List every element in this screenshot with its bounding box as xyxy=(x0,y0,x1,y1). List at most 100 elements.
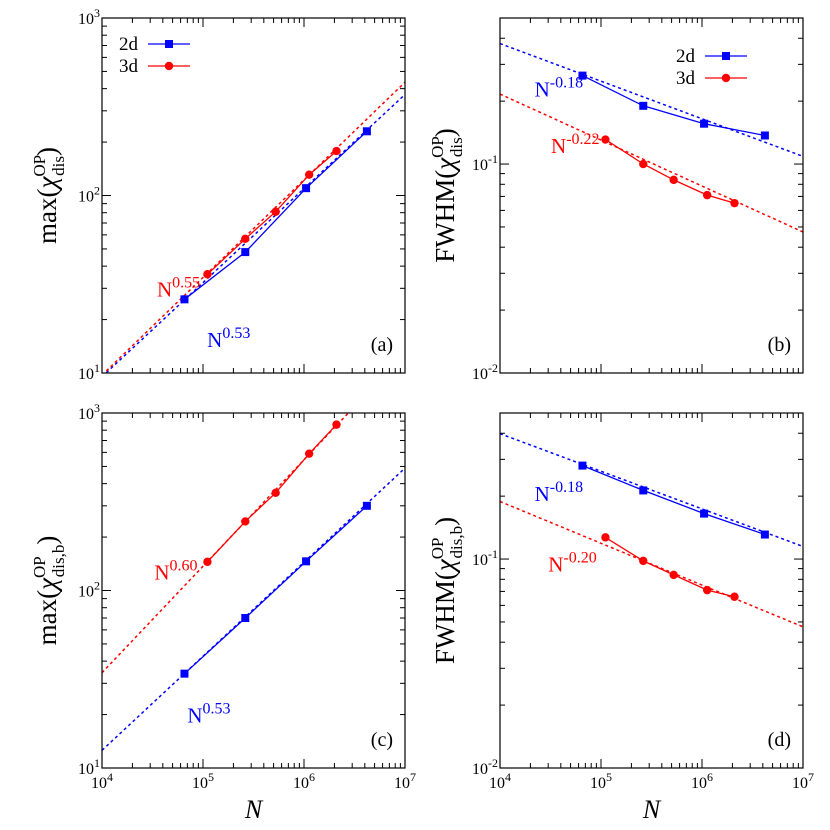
y-axis-label: FWHM(χOPdis,b) xyxy=(428,517,466,664)
data-point xyxy=(271,207,280,216)
fit-annotation: N-0.18 xyxy=(535,75,584,102)
legend-label: 3d xyxy=(676,68,696,89)
plot-frame xyxy=(499,412,804,769)
x-axis-label: N xyxy=(244,795,264,824)
tick-base: 10 xyxy=(78,189,94,206)
series-3d xyxy=(601,533,739,601)
ylabel-suffix: ) xyxy=(430,128,460,137)
data-point xyxy=(639,556,648,566)
y-axis-label: max(χOPdis) xyxy=(30,147,68,244)
data-point xyxy=(639,159,648,169)
x-axis-label: N xyxy=(642,795,662,824)
tick-exponent: 3 xyxy=(94,6,100,20)
data-point xyxy=(578,461,587,470)
tick-base: 10 xyxy=(78,406,94,423)
annotation-base: N xyxy=(548,553,563,577)
data-point xyxy=(669,175,678,185)
annotation-base: N xyxy=(551,134,566,158)
annotation-exponent: -0.20 xyxy=(563,550,596,567)
fit-annotation: N0.53 xyxy=(207,325,250,352)
data-point xyxy=(601,533,610,542)
data-point xyxy=(302,184,311,193)
tick-exponent: 6 xyxy=(309,770,315,784)
ylabel-superscript: OP xyxy=(30,155,49,177)
tick-base: 10 xyxy=(691,775,707,792)
tick-exponent: 7 xyxy=(410,770,416,784)
data-point xyxy=(362,501,371,510)
fit-annotation: N0.55 xyxy=(157,274,200,301)
ylabel-suffix: ) xyxy=(32,536,62,545)
data-point xyxy=(302,557,311,566)
plot-frame xyxy=(101,17,406,374)
data-point xyxy=(702,190,712,200)
ylabel-subscript: dis,b xyxy=(447,526,466,559)
series-3d xyxy=(203,146,341,279)
y-axis-label: max(χOPdis,b) xyxy=(30,536,68,646)
x-tick-label: 105 xyxy=(192,770,214,792)
data-point xyxy=(700,119,709,128)
series-line xyxy=(605,536,735,598)
fit-lines xyxy=(500,432,803,628)
annotation-base: N xyxy=(207,328,222,352)
tick-base: 10 xyxy=(489,775,505,792)
ylabel-prefix: FWHM( xyxy=(430,170,460,263)
annotation-exponent: -0.22 xyxy=(566,131,599,148)
tick-exponent: 5 xyxy=(208,770,214,784)
legend-label: 3d xyxy=(119,56,139,77)
x-tick-label: 107 xyxy=(792,770,814,792)
tick-base: 10 xyxy=(472,761,488,778)
data-point xyxy=(601,135,610,144)
fit-line xyxy=(104,93,405,373)
fit-annotation: N-0.20 xyxy=(548,550,597,577)
tick-exponent: -1 xyxy=(488,547,498,561)
tick-exponent: -2 xyxy=(488,361,498,375)
data-point xyxy=(760,131,769,140)
legend-label: 2d xyxy=(119,34,139,55)
y-tick-label: 10-2 xyxy=(472,756,498,778)
fit-line xyxy=(102,467,405,751)
y-tick-label: 10-1 xyxy=(472,152,498,174)
tick-marks xyxy=(101,412,406,769)
series-line xyxy=(582,464,766,536)
y-axis-label: FWHM(χOPdis) xyxy=(428,128,466,262)
data-point xyxy=(304,449,314,458)
ylabel-superscript: OP xyxy=(30,556,49,578)
data-point xyxy=(639,486,648,495)
ylabel-chi: χ xyxy=(430,558,460,574)
series-line xyxy=(184,505,368,675)
tick-base: 10 xyxy=(472,366,488,383)
x-tick-label: 106 xyxy=(293,770,315,792)
tick-exponent: 7 xyxy=(808,770,814,784)
tick-base: 10 xyxy=(78,584,94,601)
legend-marker xyxy=(721,73,731,83)
fit-annotation: N0.53 xyxy=(187,701,230,728)
tick-base: 10 xyxy=(394,775,410,792)
data-point xyxy=(203,270,212,279)
tick-base: 10 xyxy=(78,761,94,778)
tick-base: 10 xyxy=(78,11,94,28)
data-point xyxy=(332,420,341,429)
tick-marks xyxy=(499,412,804,769)
fit-lines xyxy=(500,42,803,233)
x-tick-label: 106 xyxy=(691,770,713,792)
data-point xyxy=(304,170,314,179)
x-tick-label: 104 xyxy=(91,770,113,792)
tick-exponent: 1 xyxy=(94,756,100,770)
x-tick-label: 104 xyxy=(489,770,511,792)
data-point xyxy=(241,248,250,257)
x-tick-label: 105 xyxy=(590,770,612,792)
series-line xyxy=(184,130,368,300)
ylabel-prefix: FWHM( xyxy=(430,571,460,664)
series-line xyxy=(582,75,766,137)
data-point xyxy=(203,557,212,567)
fit-line xyxy=(103,81,405,373)
series-2d xyxy=(180,501,371,678)
data-point xyxy=(702,585,712,595)
fit-line xyxy=(500,93,803,233)
fit-annotation: N-0.18 xyxy=(535,479,584,506)
tick-base: 10 xyxy=(91,775,107,792)
tick-base: 10 xyxy=(293,775,309,792)
y-tick-label: 103 xyxy=(78,401,100,423)
